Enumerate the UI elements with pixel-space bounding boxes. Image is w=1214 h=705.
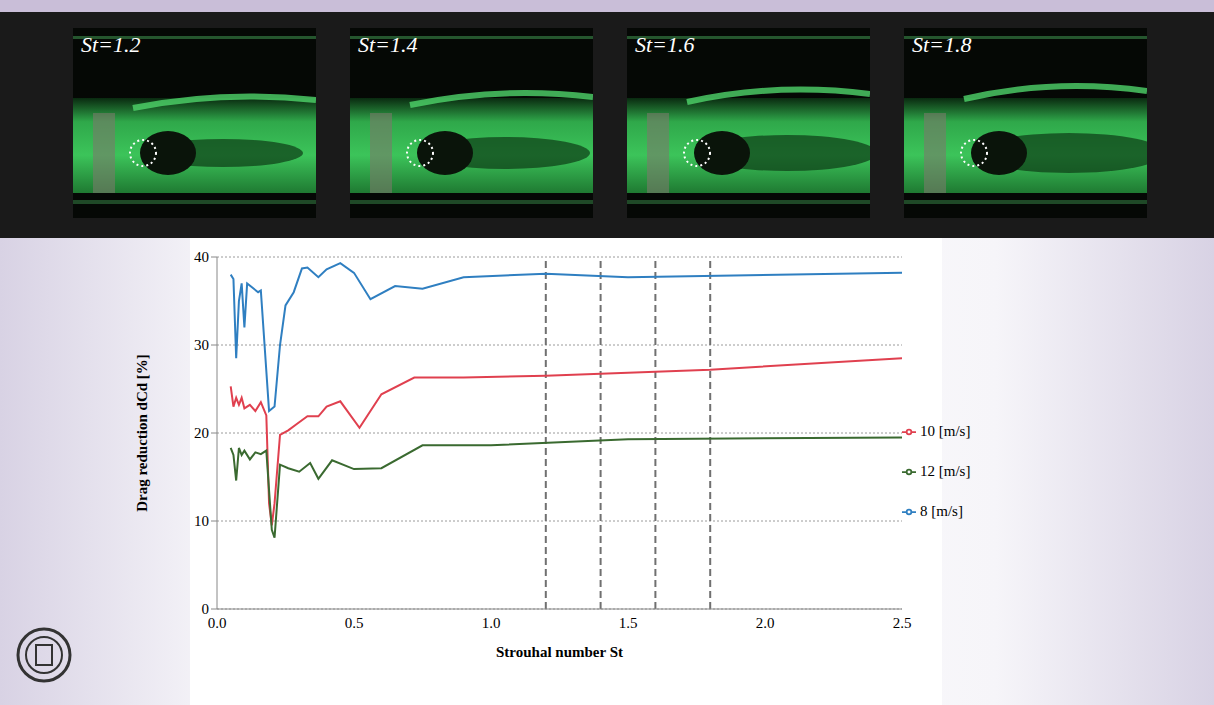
svg-text:40: 40 (194, 249, 209, 265)
svg-text:0.0: 0.0 (208, 615, 227, 631)
html-text:10 [m/s]: 10 [m/s] (920, 422, 971, 439)
svg-text:1.5: 1.5 (619, 615, 638, 631)
svg-text:2.0: 2.0 (756, 615, 775, 631)
html-text:St=1.2: St=1.2 (81, 32, 141, 57)
svg-text:30: 30 (194, 337, 209, 353)
html-text:12 [m/s]: 12 [m/s] (920, 462, 971, 479)
html-text:St=1.8: St=1.8 (912, 32, 972, 57)
svg-text:20: 20 (194, 425, 209, 441)
svg-text:1.0: 1.0 (482, 615, 501, 631)
svg-text:2.5: 2.5 (893, 615, 912, 631)
html-text:8 [m/s]: 8 [m/s] (920, 502, 963, 519)
svg-text:10: 10 (194, 513, 209, 529)
html-text:St=1.4: St=1.4 (358, 32, 418, 57)
svg-text:0: 0 (202, 601, 210, 617)
html-text:St=1.6: St=1.6 (635, 32, 695, 57)
svg-text:Strouhal number St: Strouhal number St (496, 644, 623, 660)
svg-text:Drag reduction dCd [%]: Drag reduction dCd [%] (134, 354, 150, 512)
svg-text:0.5: 0.5 (345, 615, 364, 631)
